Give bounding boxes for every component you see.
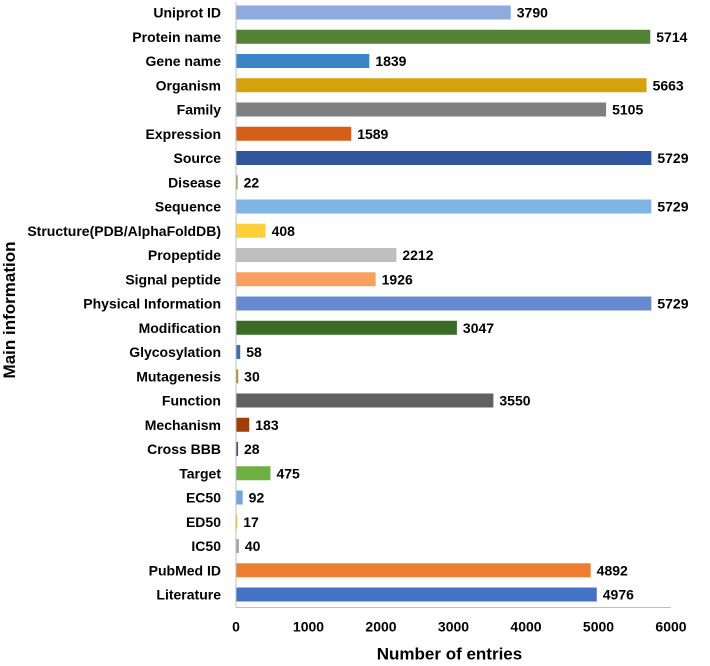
category-label-ic50: IC50 xyxy=(191,538,221,554)
bar-expression xyxy=(236,126,352,141)
value-label-ec50: 92 xyxy=(249,490,265,506)
value-label-protein-name: 5714 xyxy=(656,29,687,45)
value-label-ed50: 17 xyxy=(243,514,259,530)
category-label-uniprot-id: Uniprot ID xyxy=(153,5,221,21)
bar-protein-name xyxy=(236,29,651,44)
value-label-literature: 4976 xyxy=(603,587,634,603)
category-label-ec50: EC50 xyxy=(186,490,221,506)
bar-organism xyxy=(236,78,647,93)
bar-signal-peptide xyxy=(236,272,376,287)
x-tick-label-2000: 2000 xyxy=(365,619,396,635)
category-label-physical-information: Physical Information xyxy=(83,296,221,312)
category-label-family: Family xyxy=(177,102,222,118)
value-label-disease: 22 xyxy=(244,174,260,190)
value-label-mutagenesis: 30 xyxy=(244,368,260,384)
value-labels: 3790 5714 1839 5663 5105 1589 5729 22 5729 408 221… xyxy=(243,5,688,603)
y-axis-title: Main information xyxy=(0,242,19,379)
category-label-modification: Modification xyxy=(139,320,221,336)
bar-mechanism xyxy=(236,417,250,432)
value-label-gene-name: 1839 xyxy=(375,53,406,69)
bar-disease xyxy=(236,175,238,190)
bar-propeptide xyxy=(236,248,397,262)
x-tick-label-6000: 6000 xyxy=(655,619,686,635)
value-label-target: 475 xyxy=(276,465,300,481)
value-label-modification: 3047 xyxy=(463,320,494,336)
value-label-source: 5729 xyxy=(657,150,688,166)
x-tick-label-1000: 1000 xyxy=(293,619,324,635)
bar-pubmed-id xyxy=(236,563,591,578)
bars xyxy=(236,5,652,602)
category-label-cross-bbb: Cross BBB xyxy=(147,441,221,457)
bar-uniprot-id xyxy=(236,5,511,20)
bar-ic50 xyxy=(236,539,239,553)
category-label-organism: Organism xyxy=(156,77,221,93)
x-tick-label-5000: 5000 xyxy=(583,619,614,635)
category-label-expression: Expression xyxy=(146,126,221,142)
bar-structure-pdb-alphafolddb xyxy=(236,223,266,238)
value-label-cross-bbb: 28 xyxy=(244,441,260,457)
bar-cross-bbb xyxy=(236,442,239,456)
category-labels: Uniprot ID Protein name Gene name Organism F… xyxy=(27,5,221,603)
value-label-expression: 1589 xyxy=(357,126,388,142)
bar-family xyxy=(236,102,607,117)
category-label-gene-name: Gene name xyxy=(146,53,222,69)
bar-modification xyxy=(236,320,457,335)
x-ticks: 0 1000 2000 3000 4000 5000 6000 xyxy=(232,619,687,635)
category-label-propeptide: Propeptide xyxy=(148,247,221,263)
category-label-sequence: Sequence xyxy=(155,199,221,215)
bar-gene-name xyxy=(236,54,370,68)
value-label-glycosylation: 58 xyxy=(246,344,262,360)
value-label-propeptide: 2212 xyxy=(402,247,433,263)
category-label-protein-name: Protein name xyxy=(132,29,221,45)
category-label-function: Function xyxy=(162,393,221,409)
bar-physical-information xyxy=(236,296,652,311)
x-axis-title: Number of entries xyxy=(377,645,522,664)
value-label-mechanism: 183 xyxy=(255,417,279,433)
x-tick-label-4000: 4000 xyxy=(510,619,541,635)
category-label-literature: Literature xyxy=(156,587,221,603)
bar-glycosylation xyxy=(236,345,241,359)
category-label-pubmed-id: PubMed ID xyxy=(149,562,221,578)
category-label-structure-pdb-alphafolddb: Structure(PDB/AlphaFoldDB) xyxy=(27,223,221,239)
value-label-uniprot-id: 3790 xyxy=(517,5,548,21)
category-label-source: Source xyxy=(174,150,222,166)
value-label-structure-pdb-alphafolddb: 408 xyxy=(272,223,296,239)
x-tick-label-0: 0 xyxy=(232,619,240,635)
bar-sequence xyxy=(236,199,652,214)
axes xyxy=(235,2,671,608)
category-label-ed50: ED50 xyxy=(186,514,221,530)
category-label-target: Target xyxy=(179,465,221,481)
bar-ed50 xyxy=(236,514,238,529)
category-label-mechanism: Mechanism xyxy=(145,417,221,433)
bar-literature xyxy=(236,587,597,602)
value-label-pubmed-id: 4892 xyxy=(597,562,628,578)
value-label-family: 5105 xyxy=(612,102,643,118)
value-label-organism: 5663 xyxy=(653,77,684,93)
bar-function xyxy=(236,393,494,408)
x-tick-label-3000: 3000 xyxy=(438,619,469,635)
category-label-disease: Disease xyxy=(168,174,221,190)
bar-mutagenesis xyxy=(236,369,239,384)
bar-source xyxy=(236,151,652,165)
category-label-mutagenesis: Mutagenesis xyxy=(136,368,221,384)
bar-ec50 xyxy=(236,490,243,505)
category-label-glycosylation: Glycosylation xyxy=(129,344,221,360)
value-label-sequence: 5729 xyxy=(657,199,688,215)
value-label-ic50: 40 xyxy=(245,538,261,554)
value-label-function: 3550 xyxy=(499,393,530,409)
category-label-signal-peptide: Signal peptide xyxy=(125,271,221,287)
value-label-signal-peptide: 1926 xyxy=(382,271,413,287)
value-label-physical-information: 5729 xyxy=(657,296,688,312)
bar-target xyxy=(236,466,271,481)
